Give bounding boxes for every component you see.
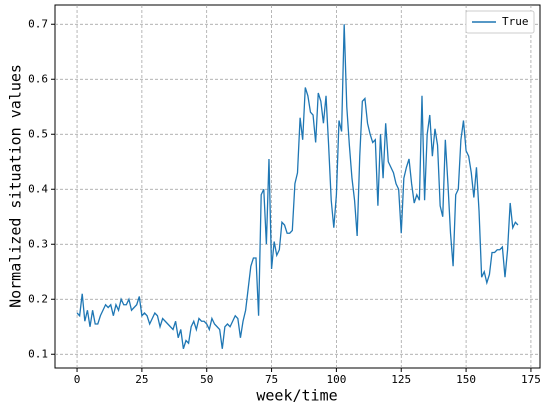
data-line (76, 24, 519, 349)
y-tick-label: 0.2 (28, 292, 48, 305)
x-tick-label: 175 (521, 373, 541, 386)
legend-box (465, 10, 535, 34)
y-tick-label: 0.5 (28, 127, 48, 140)
x-axis-label: week/time (256, 387, 337, 405)
x-tick-label: 150 (456, 373, 476, 386)
y-tick-label: 0.7 (28, 17, 48, 30)
legend-label: True (502, 15, 529, 28)
y-tick-label: 0.4 (28, 182, 48, 195)
x-tick-label: 100 (326, 373, 346, 386)
y-tick-label: 0.6 (28, 72, 48, 85)
y-tick-label: 0.3 (28, 237, 48, 250)
plot-frame (54, 4, 541, 369)
y-tick-label: 0.1 (28, 347, 48, 360)
x-tick-label: 25 (135, 373, 148, 386)
x-tick-label: 75 (265, 373, 278, 386)
x-tick-label: 125 (391, 373, 411, 386)
x-tick-label: 50 (200, 373, 213, 386)
x-tick-label: 0 (74, 373, 81, 386)
y-axis-label: Normalized situation values (7, 64, 25, 308)
